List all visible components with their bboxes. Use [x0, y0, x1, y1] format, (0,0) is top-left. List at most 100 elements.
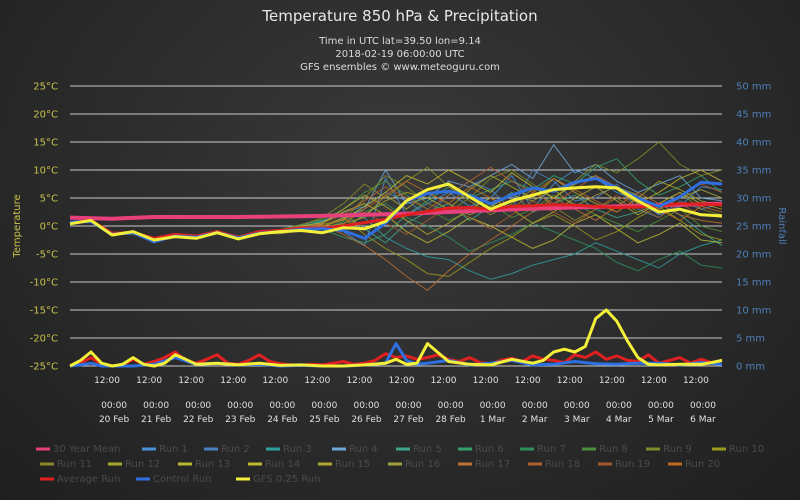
- legend-item[interactable]: Run 17: [458, 459, 510, 470]
- x-tick-date-label: 24 Feb: [267, 415, 298, 425]
- y-tick-left-label: 5°C: [40, 194, 58, 205]
- ensemble-series-line: [69, 158, 723, 244]
- y-tick-right-label: 25 mm: [736, 222, 771, 233]
- legend-item[interactable]: Run 9: [646, 444, 692, 455]
- legend-label: Run 13: [195, 459, 230, 470]
- legend-label: Run 17: [475, 459, 510, 470]
- legend-item[interactable]: Run 3: [266, 444, 312, 455]
- legend-item[interactable]: Run 19: [598, 459, 650, 470]
- x-tick-date-label: 27 Feb: [393, 415, 424, 425]
- legend-label: 30 Year Mean: [53, 444, 121, 455]
- legend-item[interactable]: Run 8: [582, 444, 628, 455]
- legend-label: Run 6: [475, 444, 504, 455]
- legend-label: Run 8: [599, 444, 628, 455]
- y-tick-right-label: 50 mm: [736, 82, 771, 93]
- y-tick-left-label: -10°C: [30, 278, 58, 289]
- x-tick-noon-label: 12:00: [599, 376, 625, 386]
- x-tick-time-label: 00:00: [648, 401, 674, 411]
- y-tick-right-label: 0 mm: [736, 362, 765, 373]
- y-tick-left-label: 25°C: [33, 82, 58, 93]
- temperature-series-line: [69, 202, 723, 240]
- y-tick-right-label: 5 mm: [736, 334, 765, 345]
- x-tick-date-label: 22 Feb: [183, 415, 214, 425]
- x-tick-noon-label: 12:00: [515, 376, 541, 386]
- legend-item[interactable]: 30 Year Mean: [36, 444, 121, 455]
- x-tick-time-label: 00:00: [311, 401, 337, 411]
- x-tick-time-label: 00:00: [227, 401, 253, 411]
- legend-item[interactable]: Run 6: [458, 444, 504, 455]
- x-tick-time-label: 00:00: [101, 401, 127, 411]
- x-tick-date-label: 26 Feb: [351, 415, 382, 425]
- y-tick-left-label: -5°C: [36, 250, 58, 261]
- x-tick-time-label: 00:00: [353, 401, 379, 411]
- ensemble-series-line: [69, 166, 723, 242]
- legend-label: Run 2: [221, 444, 250, 455]
- y-tick-left-label: -25°C: [30, 362, 58, 373]
- x-tick-time-label: 00:00: [143, 401, 169, 411]
- legend-label: Run 18: [545, 459, 580, 470]
- legend-item[interactable]: Run 13: [178, 459, 230, 470]
- legend-item[interactable]: Run 20: [668, 459, 720, 470]
- legend-item[interactable]: Average Run: [40, 474, 120, 485]
- legend-label: Run 3: [283, 444, 312, 455]
- legend-item[interactable]: Run 11: [40, 459, 92, 470]
- legend-item[interactable]: Run 4: [332, 444, 378, 455]
- chart-subtitle-line-3: GFS ensembles © www.meteoguru.com: [300, 62, 500, 73]
- x-tick-date-label: 23 Feb: [225, 415, 256, 425]
- legend-label: Run 14: [265, 459, 300, 470]
- x-tick-date-label: 4 Mar: [606, 415, 632, 425]
- legend-item[interactable]: Run 18: [528, 459, 580, 470]
- x-tick-time-label: 00:00: [269, 401, 295, 411]
- legend-label: Run 16: [405, 459, 440, 470]
- x-tick-time-label: 00:00: [438, 401, 464, 411]
- x-tick-date-label: 2 Mar: [522, 415, 548, 425]
- x-tick-noon-label: 12:00: [346, 376, 372, 386]
- y-axis-right-title: Rainfall: [776, 207, 787, 244]
- legend-item[interactable]: Run 12: [108, 459, 160, 470]
- legend-item[interactable]: Run 14: [248, 459, 300, 470]
- legend-label: GFS 0.25 Run: [253, 474, 320, 485]
- x-tick-noon-label: 12:00: [262, 376, 288, 386]
- x-tick-noon-label: 12:00: [473, 376, 499, 386]
- x-tick-noon-label: 12:00: [389, 376, 415, 386]
- legend-label: Run 9: [663, 444, 692, 455]
- legend-item[interactable]: Run 2: [204, 444, 250, 455]
- rainfall-series-line: [69, 308, 723, 368]
- y-tick-left-label: -15°C: [30, 306, 58, 317]
- legend-item[interactable]: Run 7: [520, 444, 566, 455]
- legend-item[interactable]: Run 1: [142, 444, 188, 455]
- legend-label: Run 4: [349, 444, 378, 455]
- rainfall-series-layer: [69, 308, 723, 368]
- legend-item[interactable]: GFS 0.25 Run: [236, 474, 320, 485]
- y-tick-right-label: 35 mm: [736, 166, 771, 177]
- legend-item[interactable]: Control Run: [136, 474, 212, 485]
- x-tick-date-label: 3 Mar: [564, 415, 590, 425]
- x-tick-time-label: 00:00: [564, 401, 590, 411]
- legend-item[interactable]: Run 10: [712, 444, 764, 455]
- y-axis-left-ticks: 25°C 20°C 15°C 10°C 5°C 0°C -5°C -10°C -15°C -20°…: [30, 82, 58, 373]
- legend-label: Run 12: [125, 459, 160, 470]
- legend-item[interactable]: Run 5: [396, 444, 442, 455]
- legend-label: Average Run: [57, 474, 120, 485]
- x-tick-date-label: 1 Mar: [480, 415, 506, 425]
- x-tick-date-label: 20 Feb: [99, 415, 130, 425]
- legend-item[interactable]: Run 15: [318, 459, 370, 470]
- chart-title: Temperature 850 hPa & Precipitation: [261, 7, 537, 25]
- legend-item[interactable]: Run 16: [388, 459, 440, 470]
- legend-label: Run 10: [729, 444, 764, 455]
- legend-label: Run 7: [537, 444, 566, 455]
- main-series-layer: [69, 176, 723, 244]
- y-tick-right-label: 20 mm: [736, 250, 771, 261]
- legend-label: Run 11: [57, 459, 92, 470]
- x-tick-date-label: 21 Feb: [141, 415, 172, 425]
- chart-subtitle-line-1: Time in UTC lat=39.50 lon=9.14: [318, 36, 481, 47]
- grid-layer: [70, 85, 722, 367]
- x-tick-noon-label: 12:00: [178, 376, 204, 386]
- x-tick-date-label: 6 Mar: [690, 415, 716, 425]
- legend-label: Run 19: [615, 459, 650, 470]
- y-tick-right-label: 45 mm: [736, 110, 771, 121]
- x-tick-time-label: 00:00: [522, 401, 548, 411]
- legend-label: Run 15: [335, 459, 370, 470]
